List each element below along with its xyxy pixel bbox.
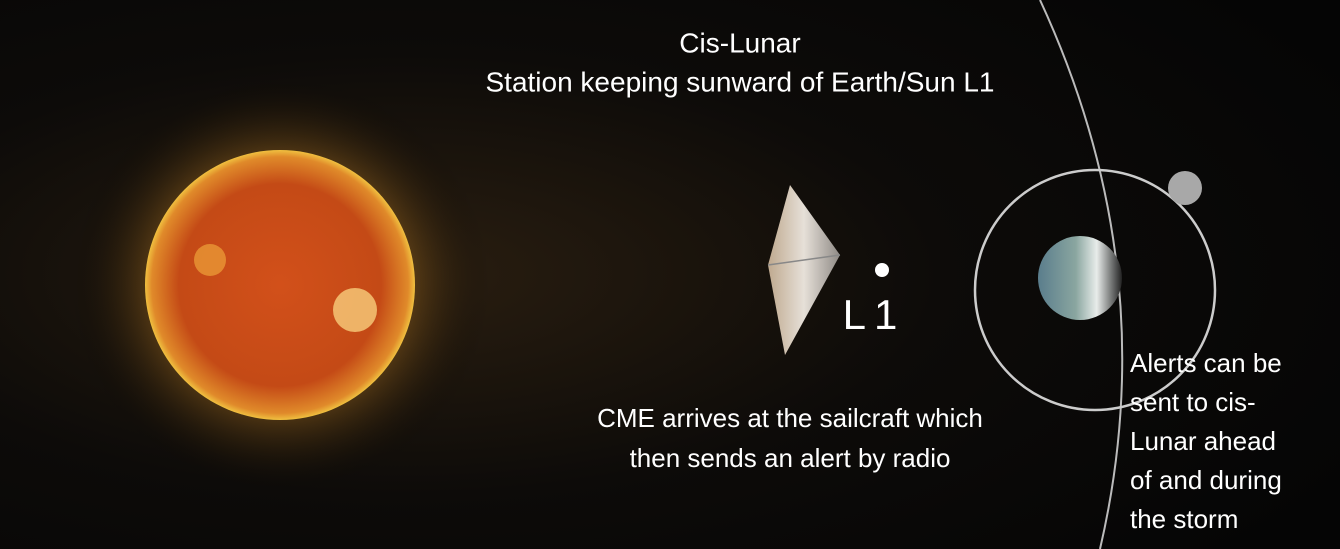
sail-boom [767, 254, 841, 266]
title: Station keeping sunward of Earth/Sun L1 [485, 66, 994, 97]
sun [145, 150, 415, 420]
sun-flare [194, 244, 226, 276]
l1-point [875, 263, 889, 277]
earth [1038, 236, 1122, 320]
caption: the storm [1130, 504, 1238, 534]
caption: Alerts can be [1130, 348, 1282, 378]
l1-label: L1 [843, 291, 906, 338]
moon [1168, 171, 1202, 205]
caption: sent to cis- [1130, 387, 1256, 417]
caption: CME arrives at the sailcraft which [597, 403, 983, 433]
caption: of and during [1130, 465, 1282, 495]
caption: Lunar ahead [1130, 426, 1276, 456]
moon-orbit [973, 168, 1217, 412]
caption: then sends an alert by radio [630, 443, 951, 473]
sailcraft [768, 185, 840, 355]
title: Cis-Lunar [679, 27, 800, 58]
sun-flare [333, 288, 377, 332]
